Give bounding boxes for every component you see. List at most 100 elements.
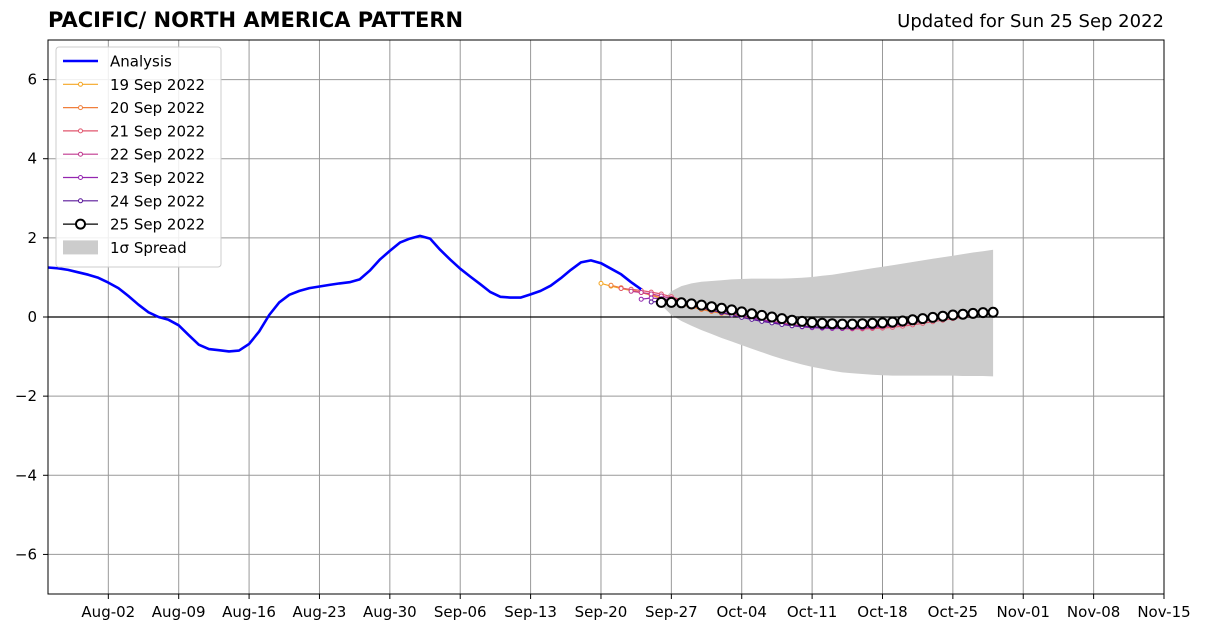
legend-label: 25 Sep 2022 xyxy=(110,216,205,234)
axes: Aug-02 Aug-09 Aug-16 Aug-23 Aug-30 Sep-06 Sep-… xyxy=(15,71,1191,621)
forecast-point xyxy=(796,315,808,327)
forecast-series-25-sep-2022 xyxy=(655,296,999,330)
legend-marker xyxy=(75,218,86,230)
legend-item: 22 Sep 2022 xyxy=(63,146,205,164)
chart-title: PACIFIC/ NORTH AMERICA PATTERN xyxy=(48,8,464,32)
forecast-point xyxy=(816,317,828,329)
y-tick-label: 2 xyxy=(27,229,37,247)
x-tick-label: Sep-20 xyxy=(575,603,628,621)
x-tick-label: Aug-16 xyxy=(222,603,276,621)
legend-item: 1σ Spread xyxy=(63,239,187,257)
analysis-line xyxy=(47,234,642,353)
forecast-point xyxy=(967,307,979,319)
chart-subtitle: Updated for Sun 25 Sep 2022 xyxy=(897,11,1164,32)
forecast-point xyxy=(776,313,788,325)
x-tick-label: Sep-13 xyxy=(504,603,557,621)
x-tick-label: Nov-15 xyxy=(1137,603,1190,621)
x-tick-label: Oct-04 xyxy=(717,603,767,621)
spread-area xyxy=(661,249,994,377)
forecast-point xyxy=(786,314,798,326)
legend-marker xyxy=(78,81,83,87)
forecast-point xyxy=(806,317,818,328)
forecast-point xyxy=(917,313,929,325)
y-tick-label: −4 xyxy=(15,466,37,484)
forecast-point xyxy=(618,286,624,291)
legend-marker xyxy=(78,198,83,204)
legend-label: 21 Sep 2022 xyxy=(110,122,205,140)
y-tick-label: 0 xyxy=(27,308,37,326)
forecast-point xyxy=(766,311,778,323)
forecast-point xyxy=(648,299,654,305)
legend-label: 19 Sep 2022 xyxy=(110,76,205,94)
forecast-point xyxy=(987,306,999,318)
forecast-point xyxy=(866,317,878,329)
forecast-point xyxy=(756,309,768,321)
legend-marker xyxy=(78,105,83,111)
x-tick-label: Sep-06 xyxy=(434,603,487,621)
forecast-point xyxy=(655,296,667,308)
forecast-point xyxy=(947,309,959,321)
legend-item: Analysis xyxy=(63,53,172,71)
x-tick-label: Sep-27 xyxy=(645,603,698,621)
forecast-point xyxy=(598,280,604,286)
forecast-point xyxy=(706,301,718,313)
x-tick-label: Aug-23 xyxy=(293,603,347,621)
legend-label: 1σ Spread xyxy=(110,239,187,257)
forecast-point xyxy=(897,315,909,327)
forecast-point xyxy=(675,297,687,309)
legend-item: 25 Sep 2022 xyxy=(63,216,205,234)
forecast-point xyxy=(977,307,989,319)
forecast-point xyxy=(846,318,858,330)
forecast-point xyxy=(746,308,758,320)
forecast-point xyxy=(927,311,939,323)
forecast-point xyxy=(826,318,838,330)
legend-item: 19 Sep 2022 xyxy=(63,76,205,94)
forecast-point xyxy=(648,291,654,297)
legend-swatch xyxy=(63,240,98,255)
series-group xyxy=(47,234,999,353)
forecast-point xyxy=(648,295,654,301)
forecast-point xyxy=(856,318,868,330)
legend-marker xyxy=(78,151,83,157)
forecast-point xyxy=(736,306,748,318)
legend: Analysis 19 Sep 2022 20 Sep 2022 21 Sep 202… xyxy=(55,46,222,268)
legend-item: 24 Sep 2022 xyxy=(63,192,205,210)
forecast-point xyxy=(665,296,677,308)
y-tick-label: −6 xyxy=(15,545,37,563)
legend-marker xyxy=(78,175,83,180)
legend-label: 24 Sep 2022 xyxy=(110,192,205,210)
x-tick-label: Aug-09 xyxy=(152,603,206,621)
legend-item: 20 Sep 2022 xyxy=(63,99,205,117)
x-tick-label: Nov-08 xyxy=(1067,603,1120,621)
forecast-point xyxy=(696,299,707,311)
x-tick-label: Oct-11 xyxy=(787,603,837,621)
legend-marker xyxy=(78,128,83,134)
forecast-point xyxy=(608,282,614,288)
legend-label: 22 Sep 2022 xyxy=(110,146,205,164)
legend-box xyxy=(55,46,222,268)
y-tick-label: 4 xyxy=(27,150,37,168)
legend-label: Analysis xyxy=(110,53,172,71)
x-tick-label: Aug-02 xyxy=(81,603,135,621)
forecast-point xyxy=(836,318,848,330)
y-tick-label: 6 xyxy=(27,71,37,89)
forecast-point xyxy=(726,304,738,316)
x-tick-label: Oct-25 xyxy=(928,603,978,621)
forecast-point xyxy=(937,310,949,322)
forecast-point xyxy=(877,317,888,329)
x-tick-label: Nov-01 xyxy=(997,603,1050,621)
forecast-point xyxy=(628,288,634,294)
spread-band xyxy=(661,249,994,377)
forecast-point xyxy=(716,302,728,314)
forecast-point xyxy=(638,290,644,295)
legend-label: 20 Sep 2022 xyxy=(110,99,205,117)
x-tick-label: Oct-18 xyxy=(857,603,907,621)
legend-item: 21 Sep 2022 xyxy=(63,122,205,140)
legend-label: 23 Sep 2022 xyxy=(110,169,205,187)
forecast-point xyxy=(907,314,919,326)
y-tick-label: −2 xyxy=(15,387,37,405)
forecast-point xyxy=(638,296,644,302)
legend-item: 23 Sep 2022 xyxy=(63,169,205,187)
forecast-point xyxy=(686,298,697,310)
